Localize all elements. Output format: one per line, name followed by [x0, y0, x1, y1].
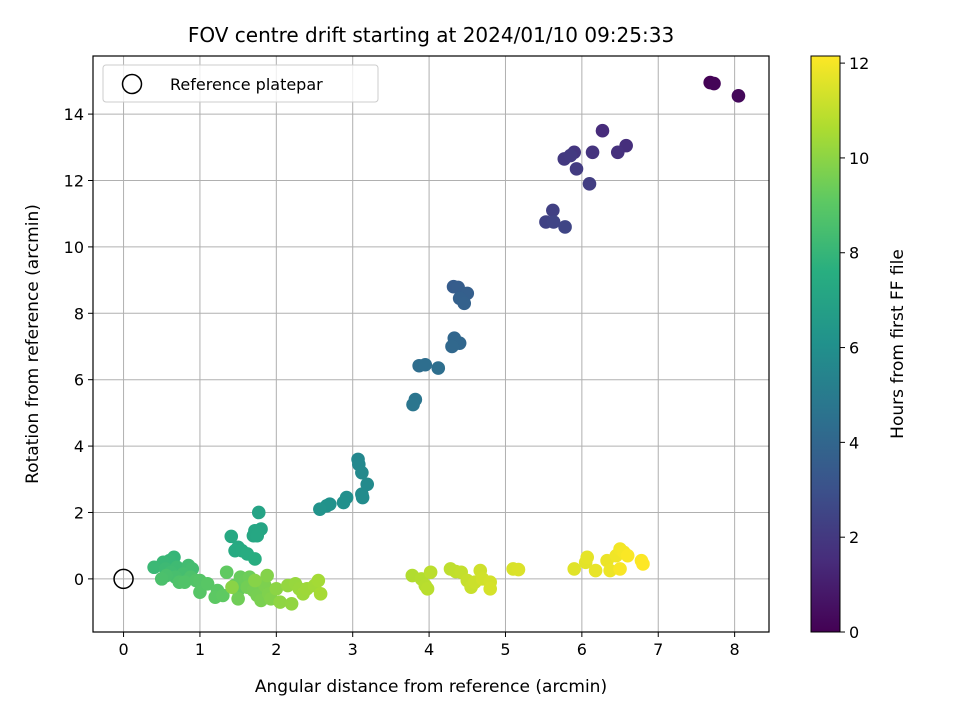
data-point — [483, 582, 497, 596]
data-point — [251, 505, 266, 520]
data-point — [582, 177, 597, 191]
data-point — [418, 357, 433, 372]
y-tick-label: 10 — [64, 238, 84, 257]
data-point — [567, 562, 582, 576]
colorbar-gradient — [810, 55, 841, 633]
data-point — [588, 563, 603, 578]
x-tick-label: 3 — [348, 640, 358, 659]
data-point — [248, 552, 262, 566]
data-point — [311, 573, 326, 588]
data-point — [154, 572, 169, 586]
chart-title: FOV centre drift starting at 2024/01/10 … — [188, 23, 674, 47]
data-point — [216, 588, 230, 603]
data-point — [595, 123, 610, 138]
grid-lines — [93, 56, 769, 632]
x-tick-label: 7 — [653, 640, 663, 659]
legend-box — [102, 64, 379, 103]
data-point — [336, 495, 351, 510]
data-point — [269, 582, 284, 596]
reference-platepar-marker — [113, 568, 134, 590]
y-tick-label: 2 — [74, 503, 84, 522]
data-point — [613, 562, 627, 576]
data-point — [580, 550, 595, 565]
data-point — [273, 595, 287, 609]
colorbar-tick-label: 0 — [849, 623, 859, 642]
data-point — [200, 577, 215, 591]
colorbar-tick-label: 4 — [849, 433, 859, 452]
data-point — [313, 502, 327, 516]
colorbar-tick-label: 12 — [849, 54, 869, 73]
data-point — [610, 145, 625, 160]
colorbar-ticks: 0 2 4 6 8 10 12 — [840, 54, 869, 642]
x-axis-label: Angular distance from reference (arcmin) — [255, 677, 607, 697]
x-tick-label: 8 — [730, 640, 740, 659]
data-point — [284, 596, 299, 611]
data-point — [546, 215, 561, 229]
colorbar-tick-label: 6 — [849, 339, 859, 358]
data-point — [431, 361, 446, 375]
data-point — [731, 89, 746, 103]
legend-label: Reference platepar — [170, 75, 323, 94]
x-tick-label: 0 — [118, 640, 128, 659]
data-point — [147, 560, 161, 575]
data-point — [355, 465, 369, 480]
x-tick-label: 2 — [271, 640, 281, 659]
colorbar-label: Hours from first FF file — [888, 249, 908, 439]
data-point — [313, 587, 328, 601]
plot-frame — [92, 55, 770, 633]
colorbar-tick-label: 8 — [849, 244, 859, 263]
data-point — [546, 203, 560, 218]
data-point — [225, 580, 239, 594]
data-point — [558, 220, 572, 234]
data-point — [406, 397, 420, 412]
data-point — [231, 592, 245, 606]
y-tick-label: 4 — [74, 437, 84, 456]
colorbar-tick-label: 2 — [849, 528, 859, 547]
x-tick-label: 1 — [195, 640, 205, 659]
data-point — [563, 148, 578, 163]
data-point — [423, 565, 438, 580]
data-point — [569, 162, 584, 176]
data-point — [636, 557, 650, 571]
y-tick-label: 12 — [64, 171, 84, 190]
x-tick-label: 5 — [500, 640, 510, 659]
data-point — [511, 562, 526, 577]
data-point — [219, 565, 234, 580]
data-point — [585, 145, 600, 160]
data-point — [620, 548, 635, 563]
data-point — [177, 575, 192, 590]
x-tick-label: 4 — [424, 640, 434, 659]
colorbar: 0 2 4 6 8 10 12 Hours from first FF file — [810, 54, 908, 642]
y-axis-label: Rotation from reference (arcmin) — [23, 204, 43, 484]
x-tick-label: 6 — [577, 640, 587, 659]
data-point — [224, 529, 239, 544]
data-point — [260, 568, 274, 583]
y-tick-label: 8 — [74, 304, 84, 323]
data-point — [457, 296, 472, 311]
legend-marker-icon — [121, 73, 143, 95]
data-point — [355, 490, 370, 505]
reference-layer — [113, 568, 134, 590]
data-point — [420, 582, 435, 596]
legend: Reference platepar — [102, 64, 379, 103]
data-point — [248, 573, 262, 588]
x-axis-ticks: 0 1 2 3 4 5 6 7 8 — [118, 632, 740, 659]
data-point — [360, 477, 375, 492]
y-axis-ticks: 0 2 4 6 8 10 12 14 — [64, 105, 93, 589]
data-point — [445, 339, 459, 354]
data-point — [250, 528, 265, 543]
y-tick-label: 0 — [74, 570, 84, 589]
y-tick-label: 6 — [74, 371, 84, 390]
y-tick-label: 14 — [64, 105, 84, 124]
data-point — [707, 76, 721, 91]
data-points — [147, 75, 746, 611]
colorbar-tick-label: 10 — [849, 149, 869, 168]
